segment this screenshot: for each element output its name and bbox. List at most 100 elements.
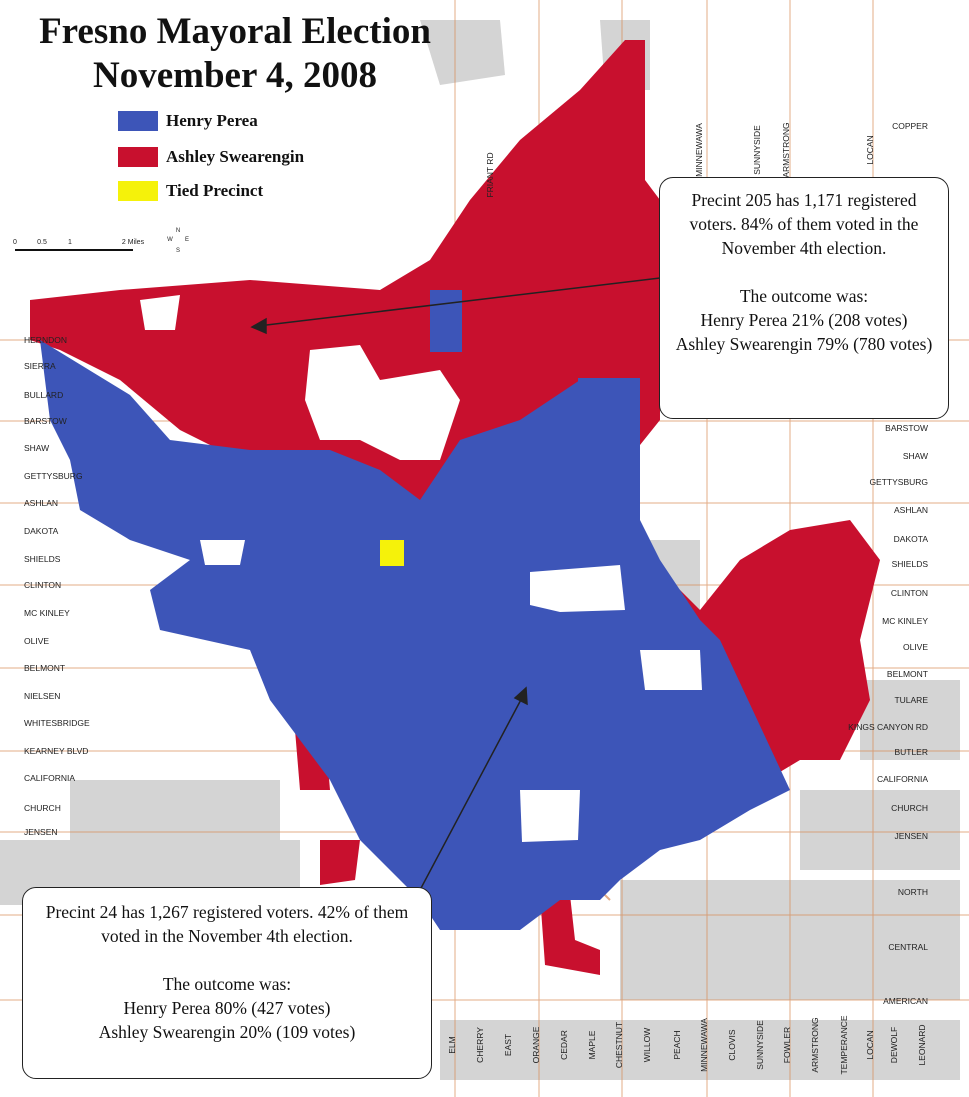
no-data-areas bbox=[140, 295, 702, 842]
street-label: ORANGE bbox=[531, 1026, 541, 1063]
street-label: MAPLE bbox=[587, 1030, 597, 1059]
callout-text: Precint 24 has 1,267 registered voters. … bbox=[45, 902, 409, 946]
street-label: LEONARD bbox=[917, 1024, 927, 1065]
street-label: SHIELDS bbox=[24, 554, 61, 564]
street-label: CHESTNUT bbox=[614, 1022, 624, 1068]
street-label: CLOVIS bbox=[727, 1029, 737, 1061]
street-label: BARSTOW bbox=[885, 423, 928, 433]
swearengin-area bbox=[320, 840, 360, 885]
gray-area bbox=[860, 680, 960, 760]
callout-arrows bbox=[250, 277, 661, 891]
map-labels: HERNDON SIERRA BULLARD BARSTOW SHAW GETTYSBUR… bbox=[13, 121, 928, 1075]
street-label: DAKOTA bbox=[894, 534, 929, 544]
legend-swatch bbox=[118, 147, 158, 167]
street-label: PEACH bbox=[672, 1030, 682, 1059]
callout-text: Ashley Swearengin 79% (780 votes) bbox=[675, 334, 933, 354]
street-label: ELM bbox=[447, 1036, 457, 1053]
white-area bbox=[640, 650, 702, 690]
callout-text: Henry Perea 21% (208 votes) bbox=[700, 310, 908, 330]
street-label: TEMPERANCE bbox=[839, 1015, 849, 1074]
street-label: ASHLAN bbox=[894, 505, 928, 515]
street-label: MINNEWAWA bbox=[694, 123, 704, 177]
street-label: JENSEN bbox=[894, 831, 928, 841]
compass-label: W bbox=[167, 237, 173, 243]
street-label: SUNNYSIDE bbox=[752, 125, 762, 175]
perea-area bbox=[430, 290, 462, 352]
white-area bbox=[140, 295, 180, 330]
street-label: MINNEWAWA bbox=[699, 1018, 709, 1072]
street-label: DAKOTA bbox=[24, 526, 59, 536]
street-label: SHAW bbox=[903, 451, 928, 461]
street-label: KINGS CANYON RD bbox=[848, 722, 928, 732]
street-label: AMERICAN bbox=[883, 996, 928, 1006]
street-label: BELMONT bbox=[887, 669, 928, 679]
street-label: CLINTON bbox=[24, 580, 61, 590]
street-label: WILLOW bbox=[642, 1028, 652, 1062]
gray-area bbox=[420, 20, 505, 85]
legend-label: Tied Precinct bbox=[166, 181, 264, 200]
tied-precinct bbox=[380, 540, 404, 566]
legend-label: Ashley Swearengin bbox=[166, 147, 305, 166]
street-label: NIELSEN bbox=[24, 691, 60, 701]
street-label: SIERRA bbox=[24, 361, 56, 371]
street-label: NORTH bbox=[898, 887, 928, 897]
street-label: TULARE bbox=[894, 695, 928, 705]
gray-area bbox=[70, 780, 280, 840]
street-label: BELMONT bbox=[24, 663, 65, 673]
street-label: CHURCH bbox=[24, 803, 61, 813]
street-label: MC KINLEY bbox=[882, 616, 928, 626]
compass-label: N bbox=[176, 228, 180, 234]
white-area bbox=[305, 345, 460, 460]
callout-arrow bbox=[419, 693, 525, 891]
street-label: SHIELDS bbox=[892, 559, 929, 569]
title-line: Fresno Mayoral Election bbox=[39, 11, 431, 52]
street-label: SHAW bbox=[24, 443, 49, 453]
legend-entry: Henry Perea bbox=[118, 110, 258, 132]
street-label: CLINTON bbox=[891, 588, 928, 598]
street-label: FRIANT RD bbox=[485, 152, 495, 197]
street-label: OLIVE bbox=[24, 636, 49, 646]
scale-label: 0.5 bbox=[37, 239, 47, 246]
arrow-head bbox=[513, 686, 528, 706]
street-label: CALIFORNIA bbox=[24, 773, 75, 783]
swearengin-area bbox=[540, 895, 600, 975]
street-label: DEWOLF bbox=[889, 1027, 899, 1063]
street-label: CHURCH bbox=[891, 803, 928, 813]
compass-label: E bbox=[185, 237, 189, 243]
street-label: BARSTOW bbox=[24, 416, 67, 426]
street-label: CHERRY bbox=[475, 1027, 485, 1063]
street-label: BULLARD bbox=[24, 390, 63, 400]
street-label: GETTYSBURG bbox=[24, 471, 83, 481]
street-label: COPPER bbox=[892, 121, 928, 131]
legend-swatch bbox=[118, 181, 158, 201]
street-label: SUNNYSIDE bbox=[755, 1020, 765, 1070]
street-label: ARMSTRONG bbox=[810, 1017, 820, 1072]
street-label: CEDAR bbox=[559, 1030, 569, 1060]
street-label: KEARNEY BLVD bbox=[24, 746, 88, 756]
callout-text: The outcome was: bbox=[162, 974, 292, 994]
scale-label: 1 bbox=[68, 239, 72, 246]
street-label: LOCAN bbox=[865, 1030, 875, 1059]
street-label: ARMSTRONG bbox=[781, 122, 791, 177]
street-label: CALIFORNIA bbox=[877, 774, 928, 784]
callout-text: Ashley Swearengin 20% (109 votes) bbox=[98, 1022, 356, 1042]
street-label: GETTYSBURG bbox=[869, 477, 928, 487]
street-label: LOCAN bbox=[865, 135, 875, 164]
scale-label: 0 bbox=[13, 239, 17, 246]
street-label: MC KINLEY bbox=[24, 608, 70, 618]
street-label: FOWLER bbox=[782, 1027, 792, 1063]
white-area bbox=[530, 565, 625, 612]
perea-area bbox=[578, 378, 640, 452]
gray-area bbox=[800, 790, 960, 870]
street-label: CENTRAL bbox=[888, 942, 928, 952]
street-label: JENSEN bbox=[24, 827, 58, 837]
callout-box: Precint 24 has 1,267 registered voters. … bbox=[22, 887, 432, 1079]
white-area bbox=[200, 540, 245, 565]
street-label: EAST bbox=[503, 1034, 513, 1056]
street-label: OLIVE bbox=[903, 642, 928, 652]
arrow-head bbox=[250, 317, 267, 335]
callout-text: The outcome was: bbox=[739, 286, 869, 306]
street-label: HERNDON bbox=[24, 335, 67, 345]
callout-text: Precint 205 has 1,171 registered voters.… bbox=[689, 190, 919, 258]
